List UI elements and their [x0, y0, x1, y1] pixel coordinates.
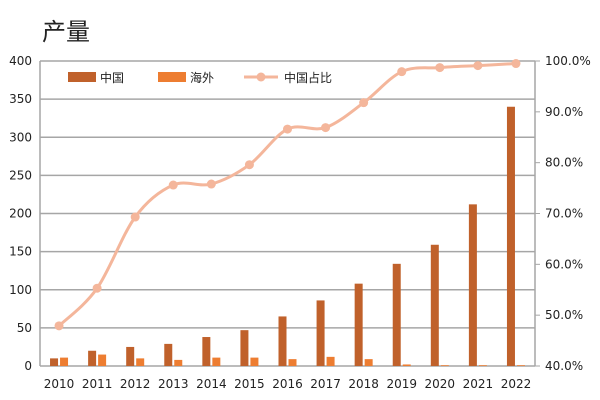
x-tick-label: 2011: [82, 377, 113, 391]
bar-china: [164, 343, 173, 366]
bar-china: [50, 358, 59, 366]
y-right-tick-label: 70.0%: [545, 207, 583, 221]
point-china-share: [359, 98, 369, 108]
y-right-tick-label: 100.0%: [545, 54, 591, 68]
point-china-share: [92, 283, 102, 293]
bar-overseas: [60, 357, 69, 366]
bar-china: [316, 300, 325, 366]
x-tick-label: 2020: [425, 377, 456, 391]
y-left-tick-label: 300: [9, 130, 32, 144]
legend-label-china: 中国: [100, 70, 124, 85]
bar-overseas: [136, 358, 145, 366]
bar-overseas: [212, 357, 221, 366]
point-china-share: [473, 61, 483, 71]
y-left-tick-label: 350: [9, 92, 32, 106]
y-left-tick-label: 150: [9, 245, 32, 259]
legend-label-overseas: 海外: [190, 70, 214, 85]
x-tick-label: 2013: [158, 377, 189, 391]
x-tick-label: 2018: [348, 377, 379, 391]
point-china-share: [397, 67, 407, 77]
point-china-share: [283, 124, 292, 134]
bar-overseas: [440, 365, 449, 366]
y-left-tick-label: 200: [9, 207, 32, 221]
legend-swatch-overseas: [158, 72, 186, 82]
bar-china: [392, 263, 401, 366]
y-left-tick-label: 0: [24, 359, 32, 373]
x-tick-label: 2016: [272, 377, 303, 391]
legend-marker-share: [256, 72, 266, 82]
x-tick-label: 2012: [120, 377, 151, 391]
bar-overseas: [250, 357, 259, 366]
bar-china: [240, 330, 249, 366]
bar-overseas: [516, 365, 525, 366]
bar-overseas: [288, 359, 297, 366]
legend-swatch-china: [68, 72, 96, 82]
point-china-share: [54, 321, 64, 331]
point-china-share: [168, 180, 178, 190]
x-tick-label: 2022: [501, 377, 532, 391]
point-china-share: [511, 59, 521, 69]
bar-overseas: [174, 359, 183, 366]
y-left-tick-label: 100: [9, 283, 32, 297]
y-right-tick-label: 40.0%: [545, 359, 583, 373]
y-left-tick-label: 250: [9, 168, 32, 182]
point-china-share: [206, 179, 216, 189]
y-right-tick-label: 60.0%: [545, 257, 583, 271]
x-tick-label: 2014: [196, 377, 227, 391]
y-right-tick-label: 80.0%: [545, 156, 583, 170]
point-china-share: [130, 212, 140, 222]
point-china-share: [244, 160, 254, 170]
line-china-share: [57, 62, 517, 327]
chart-title: 产量: [42, 18, 90, 46]
bar-overseas: [326, 356, 335, 366]
bar-china: [202, 337, 211, 366]
x-tick-label: 2021: [463, 377, 494, 391]
bar-overseas: [478, 365, 487, 366]
bar-china: [88, 350, 97, 366]
bar-china: [278, 316, 287, 366]
y-right-tick-label: 90.0%: [545, 105, 583, 119]
x-tick-label: 2019: [386, 377, 417, 391]
y-left-tick-label: 400: [9, 54, 32, 68]
y-right-tick-label: 50.0%: [545, 308, 583, 322]
point-china-share: [321, 123, 331, 133]
legend-label-share: 中国占比: [284, 70, 332, 85]
bar-china: [126, 346, 135, 366]
y-left-tick-label: 50: [17, 321, 32, 335]
bar-overseas: [364, 359, 373, 366]
bar-china: [506, 106, 515, 366]
bar-china: [430, 244, 439, 366]
bar-china: [354, 283, 363, 366]
bar-overseas: [98, 354, 107, 366]
bar-china: [468, 204, 477, 366]
x-tick-label: 2015: [234, 377, 265, 391]
x-tick-label: 2010: [44, 377, 75, 391]
point-china-share: [435, 63, 445, 73]
x-tick-label: 2017: [310, 377, 341, 391]
bar-overseas: [402, 364, 411, 366]
